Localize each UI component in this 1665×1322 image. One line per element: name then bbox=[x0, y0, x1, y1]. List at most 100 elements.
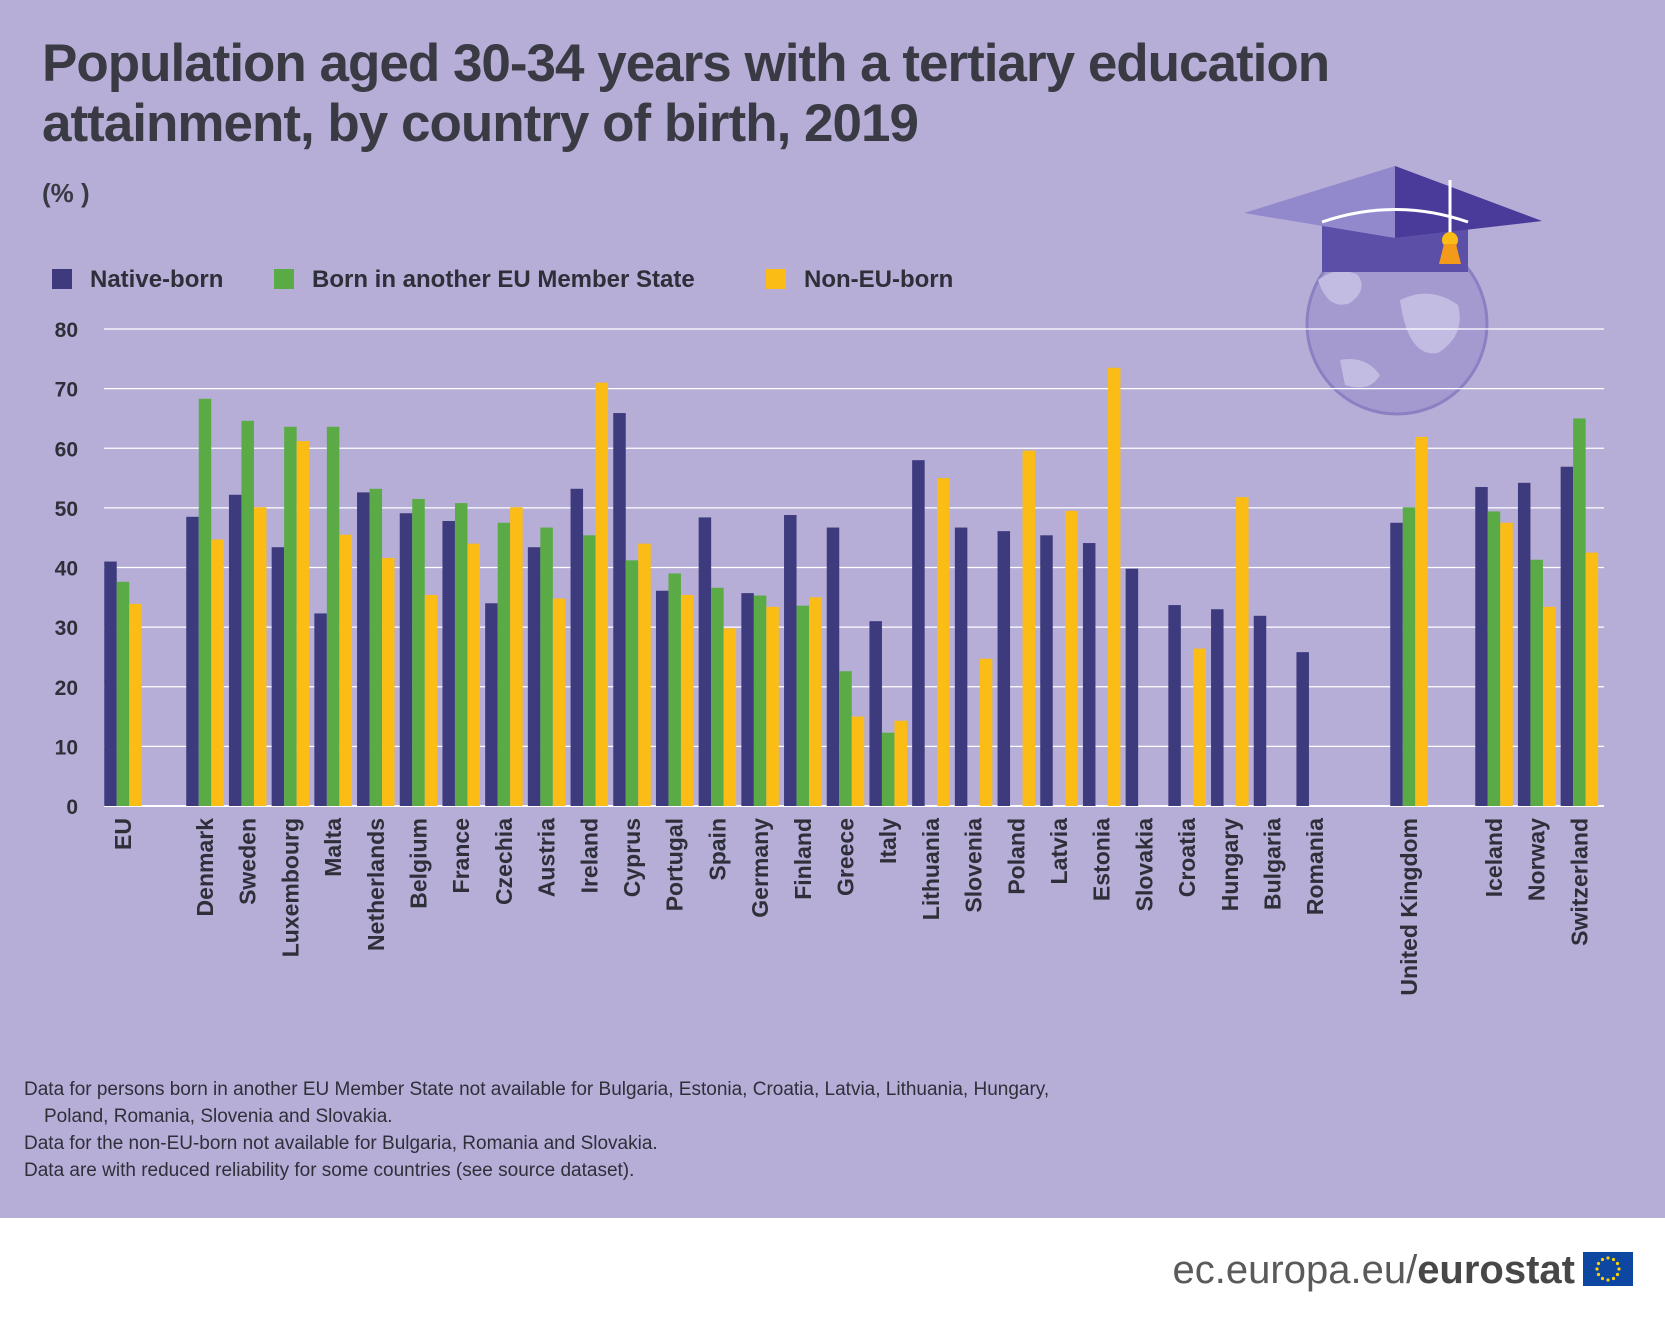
x-tick-label: Italy bbox=[875, 818, 901, 864]
x-tick-label: France bbox=[448, 818, 474, 893]
x-tick-label: United Kingdom bbox=[1396, 818, 1422, 996]
bar-non-eu-born-greece bbox=[851, 716, 865, 806]
bar-born-in-another-eu-member-state-iceland bbox=[1487, 511, 1501, 806]
bar-native-born-ireland bbox=[570, 488, 584, 806]
footer-url-prefix: ec.europa.eu/ bbox=[1172, 1248, 1418, 1292]
eu-flag-icon bbox=[1583, 1252, 1633, 1286]
bar-born-in-another-eu-member-state-germany bbox=[753, 595, 767, 806]
x-tick-label: Lithuania bbox=[918, 818, 944, 920]
x-tick-label: Cyprus bbox=[619, 818, 645, 897]
bar-non-eu-born-sweden bbox=[253, 507, 267, 806]
bar-native-born-germany bbox=[741, 593, 754, 806]
bar-born-in-another-eu-member-state-greece bbox=[839, 671, 852, 806]
bar-non-eu-born-poland bbox=[1022, 450, 1036, 806]
footnote-line: Data for persons born in another EU Memb… bbox=[24, 1079, 1050, 1100]
bar-non-eu-born-united-kingdom bbox=[1415, 436, 1428, 806]
bar-native-born-italy bbox=[869, 621, 882, 806]
bar-non-eu-born-denmark bbox=[211, 539, 224, 806]
bar-born-in-another-eu-member-state-luxembourg bbox=[284, 426, 297, 806]
x-tick-label: Romania bbox=[1302, 818, 1328, 915]
x-tick-label: EU bbox=[110, 818, 136, 850]
bar-native-born-sweden bbox=[228, 494, 242, 806]
x-tick-label: Malta bbox=[320, 818, 346, 877]
bar-native-born-croatia bbox=[1168, 605, 1181, 806]
bar-non-eu-born-croatia bbox=[1193, 648, 1206, 806]
x-tick-label: Bulgaria bbox=[1260, 818, 1286, 910]
x-tick-label: Norway bbox=[1524, 818, 1550, 901]
x-tick-label: Finland bbox=[790, 818, 816, 900]
x-tick-label: Switzerland bbox=[1566, 818, 1592, 946]
bar-non-eu-born-iceland bbox=[1500, 522, 1513, 806]
x-tick-label: Ireland bbox=[576, 818, 602, 893]
bar-non-eu-born-netherlands bbox=[382, 557, 395, 806]
bar-native-born-malta bbox=[314, 613, 327, 806]
bar-native-born-greece bbox=[826, 527, 840, 806]
bar-native-born-finland bbox=[784, 515, 797, 806]
bar-non-eu-born-norway bbox=[1542, 606, 1556, 806]
bar-native-born-lithuania bbox=[912, 460, 925, 806]
y-tick-label: 20 bbox=[55, 677, 78, 700]
bar-born-in-another-eu-member-state-denmark bbox=[198, 398, 212, 806]
x-tick-label: Slovenia bbox=[961, 818, 987, 913]
legend-swatch-native-born bbox=[52, 269, 72, 289]
bar-non-eu-born-germany bbox=[766, 606, 779, 806]
y-tick-label: 50 bbox=[55, 498, 78, 521]
bar-born-in-another-eu-member-state-finland bbox=[796, 605, 810, 806]
bar-native-born-latvia bbox=[1040, 535, 1053, 806]
footer: ec.europa.eu/eurostat bbox=[0, 1218, 1665, 1322]
x-tick-label: Poland bbox=[1003, 818, 1029, 895]
bar-native-born-france bbox=[442, 520, 455, 806]
bar-non-eu-born-italy bbox=[894, 720, 907, 806]
y-tick-label: 80 bbox=[55, 319, 78, 342]
bar-non-eu-born-belgium bbox=[424, 594, 438, 806]
bar-native-born-netherlands bbox=[357, 492, 370, 806]
x-tick-label: Denmark bbox=[192, 818, 218, 917]
bar-native-born-iceland bbox=[1475, 487, 1488, 806]
bar-native-born-norway bbox=[1517, 482, 1531, 806]
x-tick-label: Germany bbox=[747, 818, 773, 918]
bar-non-eu-born-estonia bbox=[1107, 367, 1121, 806]
bar-non-eu-born-luxembourg bbox=[296, 441, 310, 806]
bar-born-in-another-eu-member-state-portugal bbox=[668, 573, 681, 806]
x-tick-label: Austria bbox=[534, 818, 560, 897]
bar-chart: 0 10 20 30 40 50 60 70 80 EU Denmark Sweden Luxembo… bbox=[55, 166, 1604, 996]
bar-native-born-romania bbox=[1296, 652, 1309, 806]
bar-born-in-another-eu-member-state-belgium bbox=[412, 498, 425, 806]
bar-born-in-another-eu-member-state-italy bbox=[881, 732, 895, 806]
bar-native-born-belgium bbox=[399, 513, 413, 806]
bar-native-born-spain bbox=[698, 517, 712, 806]
chart-title: Population aged 30-34 years with a terti… bbox=[42, 34, 1330, 153]
bar-born-in-another-eu-member-state-austria bbox=[540, 527, 553, 806]
bar-born-in-another-eu-member-state-norway bbox=[1530, 559, 1543, 806]
x-tick-label: Slovakia bbox=[1131, 818, 1157, 912]
bar-non-eu-born-hungary bbox=[1236, 497, 1249, 806]
graduation-cap-globe-icon bbox=[1244, 166, 1542, 416]
bar-non-eu-born-france bbox=[467, 543, 480, 806]
x-tick-label: Greece bbox=[833, 818, 859, 896]
bar-native-born-estonia bbox=[1082, 543, 1096, 806]
x-tick-label: Belgium bbox=[406, 818, 432, 909]
bar-born-in-another-eu-member-state-netherlands bbox=[369, 488, 383, 806]
bar-born-in-another-eu-member-state-switzerland bbox=[1573, 418, 1586, 806]
y-tick-label: 10 bbox=[55, 736, 78, 759]
x-tick-label: Estonia bbox=[1089, 818, 1115, 901]
x-tick-label: Netherlands bbox=[363, 818, 389, 951]
bar-born-in-another-eu-member-state-eu bbox=[116, 581, 130, 806]
bar-non-eu-born-cyprus bbox=[638, 543, 651, 806]
bar-native-born-luxembourg bbox=[271, 547, 285, 806]
x-tick-label: Spain bbox=[704, 818, 730, 881]
bar-born-in-another-eu-member-state-ireland bbox=[583, 535, 596, 806]
x-tick-label: Latvia bbox=[1046, 818, 1072, 885]
bar-non-eu-born-slovenia bbox=[979, 658, 993, 806]
bar-non-eu-born-lithuania bbox=[937, 478, 950, 806]
bars bbox=[104, 367, 1599, 806]
legend-swatch-non-eu-born bbox=[766, 269, 786, 289]
bar-native-born-bulgaria bbox=[1253, 615, 1267, 806]
bar-born-in-another-eu-member-state-france bbox=[454, 503, 468, 806]
bar-native-born-eu bbox=[104, 561, 117, 806]
eurostat-link[interactable]: ec.europa.eu/eurostat bbox=[1173, 1248, 1575, 1293]
x-tick-label: Croatia bbox=[1174, 818, 1200, 897]
bar-born-in-another-eu-member-state-sweden bbox=[241, 420, 254, 806]
bar-native-born-cyprus bbox=[613, 413, 626, 806]
bar-native-born-hungary bbox=[1211, 609, 1224, 806]
